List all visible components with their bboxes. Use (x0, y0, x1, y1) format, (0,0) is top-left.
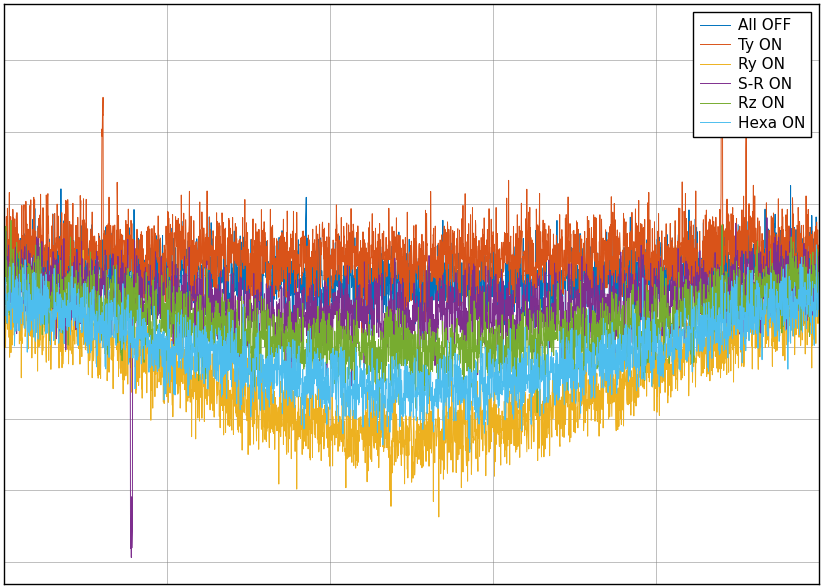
Hexa ON (312, 382, 322, 389)
Ty ON (717, 27, 727, 34)
Line: S-R ON: S-R ON (4, 218, 819, 557)
S-R ON (0, 257, 9, 264)
Ry ON (814, 308, 823, 315)
Ty ON (814, 245, 823, 252)
All OFF (0, 255, 9, 262)
Ty ON (347, 240, 357, 247)
Hexa ON (0, 311, 9, 318)
S-R ON (347, 325, 357, 332)
Hexa ON (141, 319, 151, 326)
Rz ON (141, 323, 151, 330)
Ty ON (312, 266, 322, 273)
Ty ON (401, 330, 411, 338)
S-R ON (814, 253, 823, 260)
Rz ON (92, 288, 102, 295)
Ry ON (92, 317, 102, 324)
All OFF (710, 256, 720, 263)
S-R ON (710, 273, 720, 280)
Rz ON (312, 321, 322, 328)
Line: All OFF: All OFF (4, 186, 819, 349)
Ry ON (78, 246, 88, 253)
Hexa ON (798, 302, 808, 309)
Ty ON (710, 225, 720, 232)
All OFF (92, 259, 102, 266)
S-R ON (762, 214, 772, 221)
Rz ON (0, 272, 9, 279)
All OFF (786, 182, 796, 189)
All OFF (298, 345, 308, 352)
Hexa ON (814, 269, 823, 276)
Ry ON (347, 437, 357, 444)
Ry ON (434, 513, 444, 520)
Hexa ON (465, 449, 475, 456)
S-R ON (141, 275, 151, 282)
S-R ON (798, 278, 808, 285)
Ry ON (312, 414, 322, 421)
Hexa ON (92, 352, 102, 359)
Line: Ty ON: Ty ON (4, 31, 819, 334)
All OFF (798, 244, 808, 251)
Rz ON (347, 366, 357, 373)
Rz ON (798, 302, 808, 309)
Rz ON (711, 285, 721, 292)
Ty ON (141, 266, 151, 273)
Ty ON (0, 238, 9, 245)
Line: Rz ON: Rz ON (4, 220, 819, 413)
Legend: All OFF, Ty ON, Ry ON, S-R ON, Rz ON, Hexa ON: All OFF, Ty ON, Ry ON, S-R ON, Rz ON, He… (694, 12, 811, 137)
Ry ON (0, 346, 9, 353)
All OFF (347, 282, 357, 289)
Ry ON (798, 295, 808, 302)
Ry ON (711, 343, 721, 350)
Rz ON (532, 409, 542, 416)
Rz ON (814, 274, 823, 281)
Hexa ON (347, 386, 357, 393)
Line: Ry ON: Ry ON (4, 250, 819, 517)
S-R ON (312, 352, 322, 359)
All OFF (141, 304, 151, 311)
Hexa ON (710, 340, 720, 347)
Hexa ON (811, 242, 821, 249)
All OFF (312, 322, 322, 329)
S-R ON (92, 291, 102, 298)
Line: Hexa ON: Hexa ON (4, 245, 819, 452)
All OFF (814, 250, 823, 258)
Ty ON (92, 269, 102, 276)
Ry ON (141, 370, 151, 377)
S-R ON (127, 554, 137, 561)
Rz ON (6, 217, 16, 224)
Ty ON (798, 222, 808, 229)
